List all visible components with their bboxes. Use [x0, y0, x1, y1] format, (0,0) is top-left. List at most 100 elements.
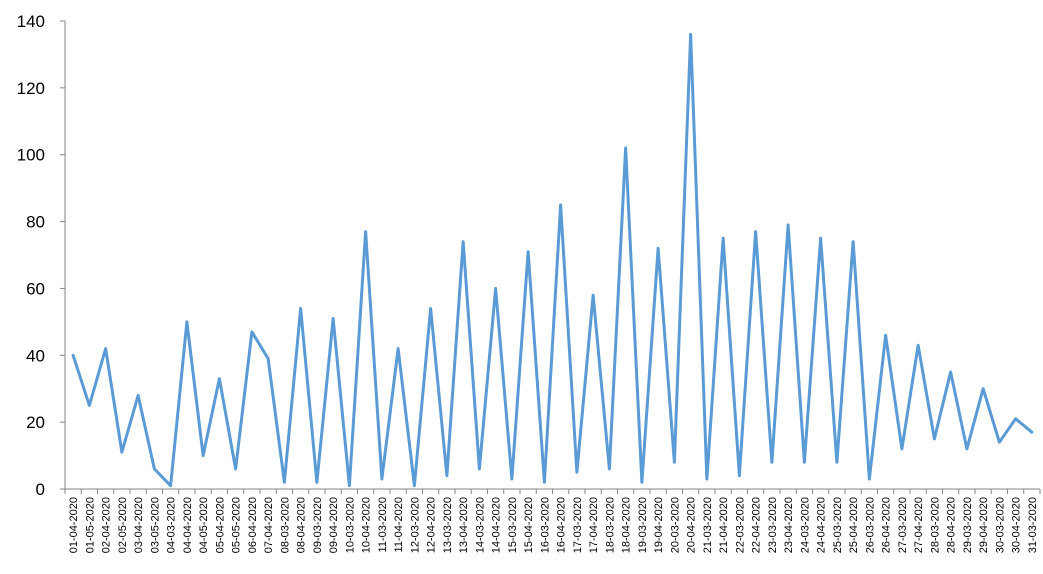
data-point — [787, 224, 789, 226]
data-point — [283, 481, 285, 483]
x-tick-label: 18-03-2020 — [604, 497, 616, 553]
x-tick-label: 03-04-2020 — [133, 497, 145, 553]
data-point — [673, 461, 675, 463]
x-tick-label: 16-04-2020 — [556, 497, 568, 553]
x-tick-label: 10-03-2020 — [344, 497, 356, 553]
data-point — [218, 378, 220, 380]
x-tick-label: 31-03-2020 — [1027, 497, 1039, 553]
x-tick-label: 04-04-2020 — [182, 497, 194, 553]
data-point — [771, 461, 773, 463]
x-tick-label: 14-03-2020 — [474, 497, 486, 553]
data-point — [722, 237, 724, 239]
x-tick-label: 24-04-2020 — [816, 497, 828, 553]
y-tick-label: 60 — [26, 279, 45, 298]
y-tick-label: 0 — [36, 480, 45, 499]
x-tick-label: 13-04-2020 — [458, 497, 470, 553]
x-tick-label: 01-05-2020 — [84, 497, 96, 553]
data-point — [560, 204, 562, 206]
data-point — [348, 485, 350, 487]
data-point — [1015, 418, 1017, 420]
x-tick-label: 22-03-2020 — [734, 497, 746, 553]
data-point — [543, 481, 545, 483]
data-point — [917, 344, 919, 346]
x-tick-label: 02-04-2020 — [101, 497, 113, 553]
data-point — [738, 475, 740, 477]
data-point — [803, 461, 805, 463]
data-point — [478, 468, 480, 470]
data-point — [982, 388, 984, 390]
data-point — [885, 334, 887, 336]
y-tick-label: 140 — [17, 12, 45, 31]
x-tick-label: 02-05-2020 — [117, 497, 129, 553]
data-point — [397, 348, 399, 350]
data-point — [267, 358, 269, 360]
data-point — [576, 471, 578, 473]
data-point — [690, 33, 692, 35]
x-tick-label: 25-03-2020 — [832, 497, 844, 553]
x-tick-label: 11-03-2020 — [377, 497, 389, 552]
x-tick-label: 08-04-2020 — [296, 497, 308, 553]
data-point — [755, 231, 757, 233]
data-point — [998, 441, 1000, 443]
x-tick-label: 05-04-2020 — [214, 497, 226, 553]
data-point — [235, 468, 237, 470]
series-layer — [71, 32, 1034, 488]
data-point — [332, 318, 334, 320]
x-tick-label: 23-03-2020 — [767, 497, 779, 553]
y-tick-label: 100 — [17, 146, 45, 165]
x-tick-label: 04-05-2020 — [198, 497, 210, 553]
y-tick-label: 40 — [26, 346, 45, 365]
x-tick-label: 26-03-2020 — [864, 497, 876, 553]
x-tick-label: 30-03-2020 — [994, 497, 1006, 553]
x-axis: 01-04-2020 01-05-2020 02-04-2020 02-05-2020… — [64, 488, 1041, 553]
data-point — [495, 287, 497, 289]
data-point — [365, 231, 367, 233]
x-tick-label: 11-04-2020 — [393, 497, 405, 552]
x-tick-label: 19-03-2020 — [637, 497, 649, 553]
data-point — [966, 448, 968, 450]
x-tick-label: 17-03-2020 — [572, 497, 584, 553]
data-point — [852, 241, 854, 243]
x-tick-label: 01-04-2020 — [68, 497, 80, 553]
data-point — [592, 294, 594, 296]
x-tick-label: 09-03-2020 — [312, 497, 324, 553]
y-tick-label: 120 — [17, 79, 45, 98]
x-tick-label: 15-04-2020 — [523, 497, 535, 553]
x-tick-label: 20-04-2020 — [686, 497, 698, 553]
data-point — [511, 478, 513, 480]
x-tick-label: 08-03-2020 — [279, 497, 291, 553]
x-tick-label: 26-04-2020 — [881, 497, 893, 553]
data-point — [202, 455, 204, 457]
data-point — [901, 448, 903, 450]
data-point — [137, 394, 139, 396]
data-point — [950, 371, 952, 373]
data-point — [300, 307, 302, 309]
data-point — [446, 475, 448, 477]
x-tick-label: 06-04-2020 — [247, 497, 259, 553]
series-line-0 — [71, 32, 1034, 488]
data-point — [105, 348, 107, 350]
x-tick-label: 10-04-2020 — [361, 497, 373, 553]
data-point — [251, 331, 253, 333]
data-point — [527, 251, 529, 253]
x-tick-label: 13-03-2020 — [442, 497, 454, 553]
data-point — [381, 478, 383, 480]
data-point — [186, 321, 188, 323]
x-tick-label: 18-04-2020 — [621, 497, 633, 553]
data-point — [868, 478, 870, 480]
data-point — [413, 485, 415, 487]
x-tick-label: 30-04-2020 — [1011, 497, 1023, 553]
x-tick-label: 04-03-2020 — [166, 497, 178, 553]
x-tick-label: 12-04-2020 — [426, 497, 438, 553]
x-tick-label: 29-03-2020 — [962, 497, 974, 553]
data-point — [316, 481, 318, 483]
data-point — [170, 485, 172, 487]
x-tick-label: 25-04-2020 — [848, 497, 860, 553]
x-tick-label: 22-04-2020 — [751, 497, 763, 553]
data-point — [72, 354, 74, 356]
x-tick-label: 23-04-2020 — [783, 497, 795, 553]
data-point — [121, 451, 123, 453]
data-point — [625, 147, 627, 149]
data-point — [706, 478, 708, 480]
